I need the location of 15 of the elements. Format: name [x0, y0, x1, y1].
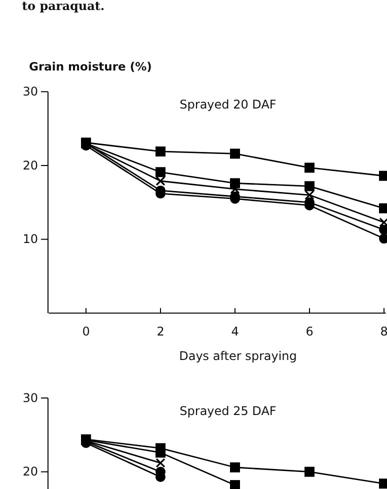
- y-tick-label: 30: [22, 390, 38, 405]
- y-tick-label: 30: [22, 84, 38, 99]
- x-tick-label: 2: [156, 324, 164, 338]
- text: to paraquat.: [22, 0, 105, 13]
- y-tick-label: 20: [22, 158, 38, 172]
- y-tick-label: 20: [22, 464, 38, 479]
- x-tick-label: 6: [306, 324, 314, 338]
- text: Sprayed 20 DAF: [180, 98, 276, 112]
- x-tick-label: 8: [380, 324, 387, 338]
- text: Sprayed 25 DAF: [180, 404, 276, 418]
- y-axis-title: Grain moisture (%): [29, 60, 152, 74]
- x-axis-title: Days after spraying: [179, 349, 297, 364]
- y-tick-label: 10: [22, 232, 38, 246]
- x-tick-label: 0: [82, 324, 90, 338]
- x-tick-label: 4: [231, 324, 239, 338]
